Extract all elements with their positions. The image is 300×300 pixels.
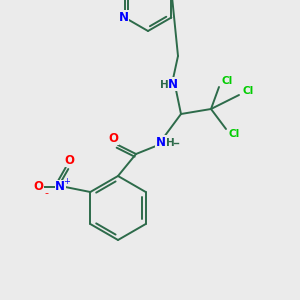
Text: Cl: Cl bbox=[242, 86, 253, 96]
Text: O: O bbox=[33, 181, 43, 194]
Text: N: N bbox=[156, 136, 166, 148]
Text: O: O bbox=[108, 131, 118, 145]
Text: -: - bbox=[44, 188, 48, 198]
Text: H: H bbox=[160, 80, 168, 90]
Text: Cl: Cl bbox=[221, 76, 233, 86]
Text: Cl: Cl bbox=[228, 129, 240, 139]
Text: +: + bbox=[63, 178, 70, 187]
Text: H: H bbox=[166, 138, 174, 148]
Text: N: N bbox=[55, 181, 65, 194]
Text: N: N bbox=[118, 11, 129, 24]
Text: N: N bbox=[168, 77, 178, 91]
Text: O: O bbox=[64, 154, 74, 166]
